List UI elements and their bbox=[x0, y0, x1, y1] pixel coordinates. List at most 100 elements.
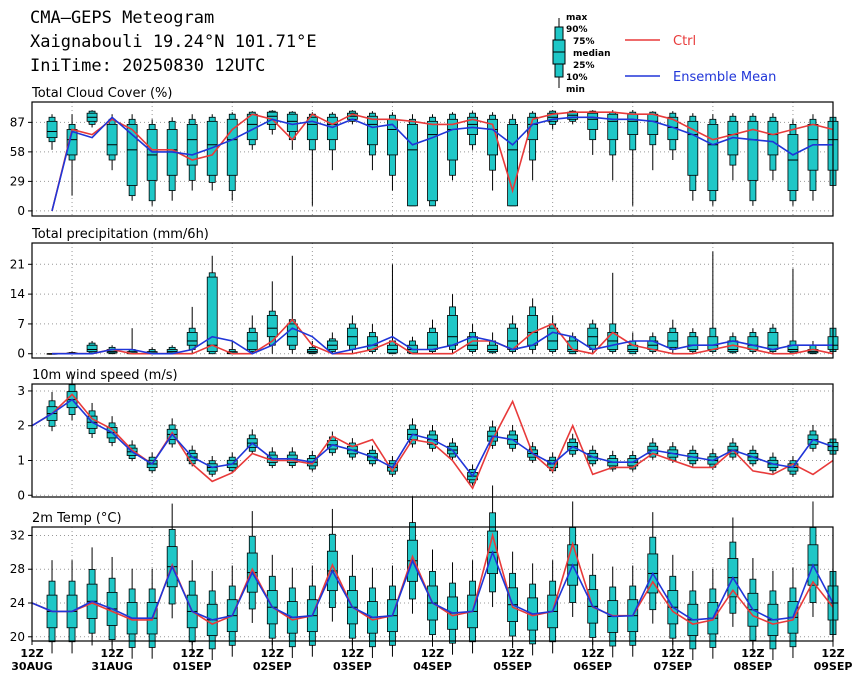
ytick-label: 3 bbox=[17, 384, 25, 398]
box-inner bbox=[226, 118, 238, 176]
legend-label-min: min bbox=[566, 85, 585, 95]
box-inner bbox=[487, 344, 498, 353]
box-inner bbox=[126, 123, 138, 186]
panel-3: 2m Temp (°C) 20 24 28 32 bbox=[10, 485, 839, 661]
xtick-hour-label: 12Z bbox=[421, 647, 444, 660]
box-inner bbox=[427, 120, 438, 202]
box-inner bbox=[447, 118, 458, 161]
legend-label-25: 25% bbox=[573, 61, 595, 71]
box-inner bbox=[447, 315, 458, 346]
ytick-label: 87 bbox=[10, 115, 25, 129]
chart-title: CMA—GEPS Meteogram bbox=[30, 8, 215, 28]
box-inner bbox=[186, 332, 198, 346]
box-inner bbox=[46, 120, 58, 139]
location-label: Xaignabouli 19.24°N 101.71°E bbox=[30, 32, 317, 52]
box-inner bbox=[86, 344, 98, 353]
panel-frame bbox=[31, 101, 834, 217]
xtick-hour-label: 12Z bbox=[100, 647, 123, 660]
ytick-label: 21 bbox=[10, 257, 25, 271]
xtick-date-label: 06SEP bbox=[573, 660, 612, 673]
legend-label-90: 90% bbox=[566, 25, 588, 35]
ytick-label: 28 bbox=[10, 562, 25, 576]
box-inner bbox=[567, 340, 579, 353]
legend-label-75: 75% bbox=[573, 37, 595, 47]
xtick-hour-label: 12Z bbox=[661, 647, 684, 660]
box-inner bbox=[487, 118, 498, 156]
xtick-date-label: 08SEP bbox=[733, 660, 772, 673]
panel-frame bbox=[31, 383, 834, 498]
box-inner bbox=[507, 123, 519, 207]
box-inner bbox=[547, 327, 559, 350]
legend-label-10: 10% bbox=[566, 73, 588, 83]
panel-2: 10m wind speed (m/s) 0 1 2 3 bbox=[17, 368, 839, 502]
panel-title: Total Cloud Cover (%) bbox=[31, 86, 172, 101]
legend-label-max: max bbox=[566, 13, 587, 23]
xtick-hour-label: 12Z bbox=[821, 647, 844, 660]
mean-line bbox=[31, 398, 834, 478]
box-inner bbox=[607, 113, 619, 141]
xtick-hour-label: 12Z bbox=[341, 647, 364, 660]
xtick-hour-label: 12Z bbox=[501, 647, 524, 660]
xtick-hour-label: 12Z bbox=[741, 647, 764, 660]
xtick-date-label: 02SEP bbox=[253, 660, 292, 673]
box-inner bbox=[787, 134, 799, 191]
box-inner bbox=[186, 123, 198, 166]
xtick-hour-label: 12Z bbox=[20, 647, 43, 660]
box-inner bbox=[707, 123, 719, 191]
xtick-hour-label: 12Z bbox=[261, 647, 284, 660]
box-inner bbox=[407, 123, 418, 207]
box-inner bbox=[106, 123, 118, 156]
init-time-label: IniTime: 20250830 12UTC bbox=[30, 56, 266, 76]
panel-1: Total precipitation (mm/6h) 0 7 14 21 bbox=[10, 227, 839, 361]
ytick-label: 0 bbox=[17, 347, 25, 361]
legend-mean-label: Ensemble Mean bbox=[673, 70, 776, 85]
box-inner bbox=[687, 120, 699, 176]
ytick-label: 14 bbox=[10, 287, 25, 301]
box-inner bbox=[266, 315, 278, 338]
box-inner bbox=[467, 116, 478, 135]
box-inner bbox=[647, 113, 659, 135]
xtick-date-label: 05SEP bbox=[493, 660, 532, 673]
chart-header: CMA—GEPS Meteogram Xaignabouli 19.24°N 1… bbox=[30, 6, 317, 78]
box-inner bbox=[587, 112, 599, 130]
xtick-date-label: 09SEP bbox=[814, 660, 853, 673]
ytick-label: 24 bbox=[10, 596, 25, 610]
mean-line bbox=[52, 327, 833, 355]
panel-title: Total precipitation (mm/6h) bbox=[31, 227, 209, 242]
ytick-label: 7 bbox=[17, 317, 25, 331]
xtick-date-label: 07SEP bbox=[653, 660, 692, 673]
mean-line bbox=[31, 549, 834, 621]
panel-title: 2m Temp (°C) bbox=[32, 511, 122, 526]
xtick-date-label: 31AUG bbox=[91, 660, 132, 673]
xtick-date-label: 01SEP bbox=[173, 660, 212, 673]
xtick-date-label: 30AUG bbox=[11, 660, 52, 673]
box-inner bbox=[707, 336, 719, 350]
panel-title: 10m wind speed (m/s) bbox=[32, 368, 178, 383]
box-inner bbox=[206, 276, 218, 353]
legend-label-median: median bbox=[573, 49, 611, 59]
mean-line bbox=[51, 116, 833, 212]
xtick-hour-label: 12Z bbox=[181, 647, 204, 660]
ytick-label: 0 bbox=[17, 488, 25, 502]
xtick-date-label: 04SEP bbox=[413, 660, 452, 673]
box-inner bbox=[747, 120, 759, 181]
panel-frame bbox=[31, 242, 834, 359]
ytick-label: 1 bbox=[17, 453, 25, 467]
ytick-label: 0 bbox=[17, 204, 25, 218]
ctrl-line bbox=[52, 318, 834, 355]
box-inner bbox=[767, 120, 779, 156]
box-inner bbox=[667, 332, 679, 348]
box-inner bbox=[306, 116, 318, 141]
ytick-label: 58 bbox=[10, 145, 25, 159]
ytick-label: 32 bbox=[10, 528, 25, 542]
box-inner bbox=[687, 336, 699, 350]
box-inner bbox=[767, 332, 779, 350]
ctrl-line bbox=[51, 111, 834, 212]
ytick-label: 2 bbox=[17, 419, 25, 433]
box-inner bbox=[747, 336, 759, 350]
ytick-label: 29 bbox=[10, 174, 25, 188]
ytick-label: 20 bbox=[10, 630, 25, 644]
legend-ctrl-label: Ctrl bbox=[673, 34, 696, 49]
panel-0: Total Cloud Cover (%) 0 29 58 87 bbox=[10, 86, 839, 218]
